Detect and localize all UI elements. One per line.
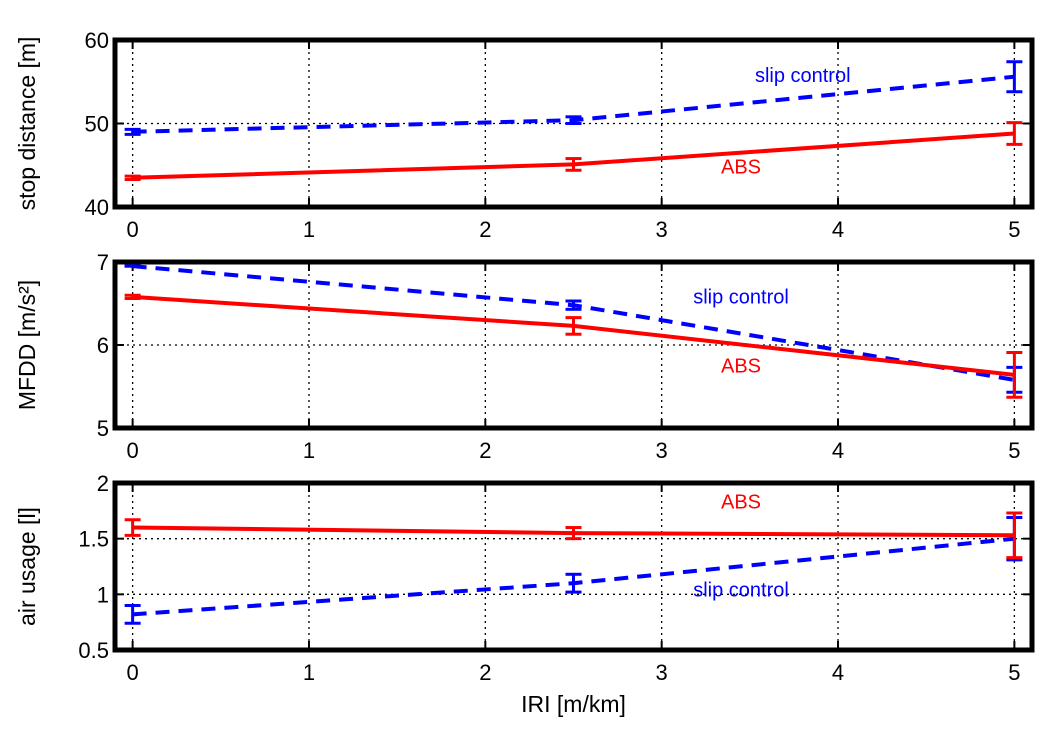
y-tick-label: 1.5: [78, 527, 109, 552]
x-tick-label: 2: [479, 217, 491, 242]
x-tick-label: 3: [656, 438, 668, 463]
series-annotation: ABS: [721, 355, 761, 377]
x-tick-label: 1: [303, 660, 315, 685]
x-tick-label: 4: [832, 217, 844, 242]
y-axis-label: MFDD [m/s²]: [14, 280, 40, 410]
series-annotation: ABS: [721, 157, 761, 179]
x-tick-label: 5: [1008, 660, 1020, 685]
x-tick-label: 0: [127, 438, 139, 463]
y-tick-label: 60: [85, 28, 109, 53]
y-tick-label: 50: [85, 112, 109, 137]
axes-box: [115, 483, 1032, 650]
chart-panel-3: 0 1 2 3 4 5 0.5 1 1.5 2 air usage [l] IRI [m/km] ABS…: [14, 471, 1032, 717]
x-tick-label: 2: [479, 438, 491, 463]
y-axis-label: stop distance [m]: [14, 37, 40, 211]
x-tick-label: 5: [1008, 438, 1020, 463]
x-tick-label: 4: [832, 660, 844, 685]
series-annotation: ABS: [721, 492, 761, 514]
y-tick-label: 7: [97, 250, 109, 275]
x-tick-label: 1: [303, 438, 315, 463]
y-axis-label: air usage [l]: [14, 507, 40, 626]
x-tick-label: 0: [127, 217, 139, 242]
series-annotation: slip control: [693, 580, 789, 602]
series-annotation: slip control: [755, 65, 851, 87]
x-tick-label: 0: [127, 660, 139, 685]
chart-panel-1: 0 1 2 3 4 5 40 50 60 stop distance [m] slip contro…: [14, 28, 1032, 242]
y-tick-label: 1: [97, 582, 109, 607]
y-tick-label: 6: [97, 333, 109, 358]
x-tick-label: 3: [656, 217, 668, 242]
x-tick-label: 1: [303, 217, 315, 242]
y-tick-label: 40: [85, 195, 109, 220]
y-tick-label: 2: [97, 471, 109, 496]
y-tick-label: 0.5: [78, 638, 109, 663]
axes-box: [115, 262, 1032, 428]
x-tick-label: 5: [1008, 217, 1020, 242]
x-tick-label: 3: [656, 660, 668, 685]
series-annotation: slip control: [693, 287, 789, 309]
x-axis-label: IRI [m/km]: [521, 691, 626, 717]
y-tick-label: 5: [97, 416, 109, 441]
chart-panel-2: 0 1 2 3 4 5 5 6 7 MFDD [m/s²] slip control ABS: [14, 250, 1032, 463]
x-tick-label: 4: [832, 438, 844, 463]
x-tick-label: 2: [479, 660, 491, 685]
